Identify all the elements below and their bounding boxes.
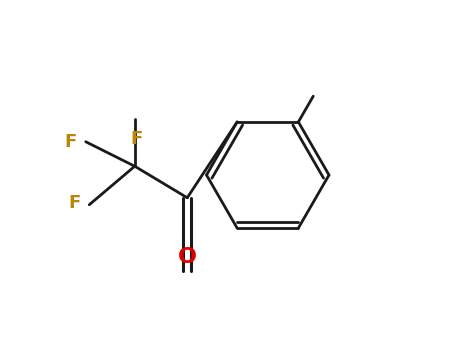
Text: F: F bbox=[131, 130, 142, 147]
Text: F: F bbox=[68, 194, 81, 212]
Text: O: O bbox=[178, 247, 197, 267]
Text: F: F bbox=[65, 133, 77, 151]
